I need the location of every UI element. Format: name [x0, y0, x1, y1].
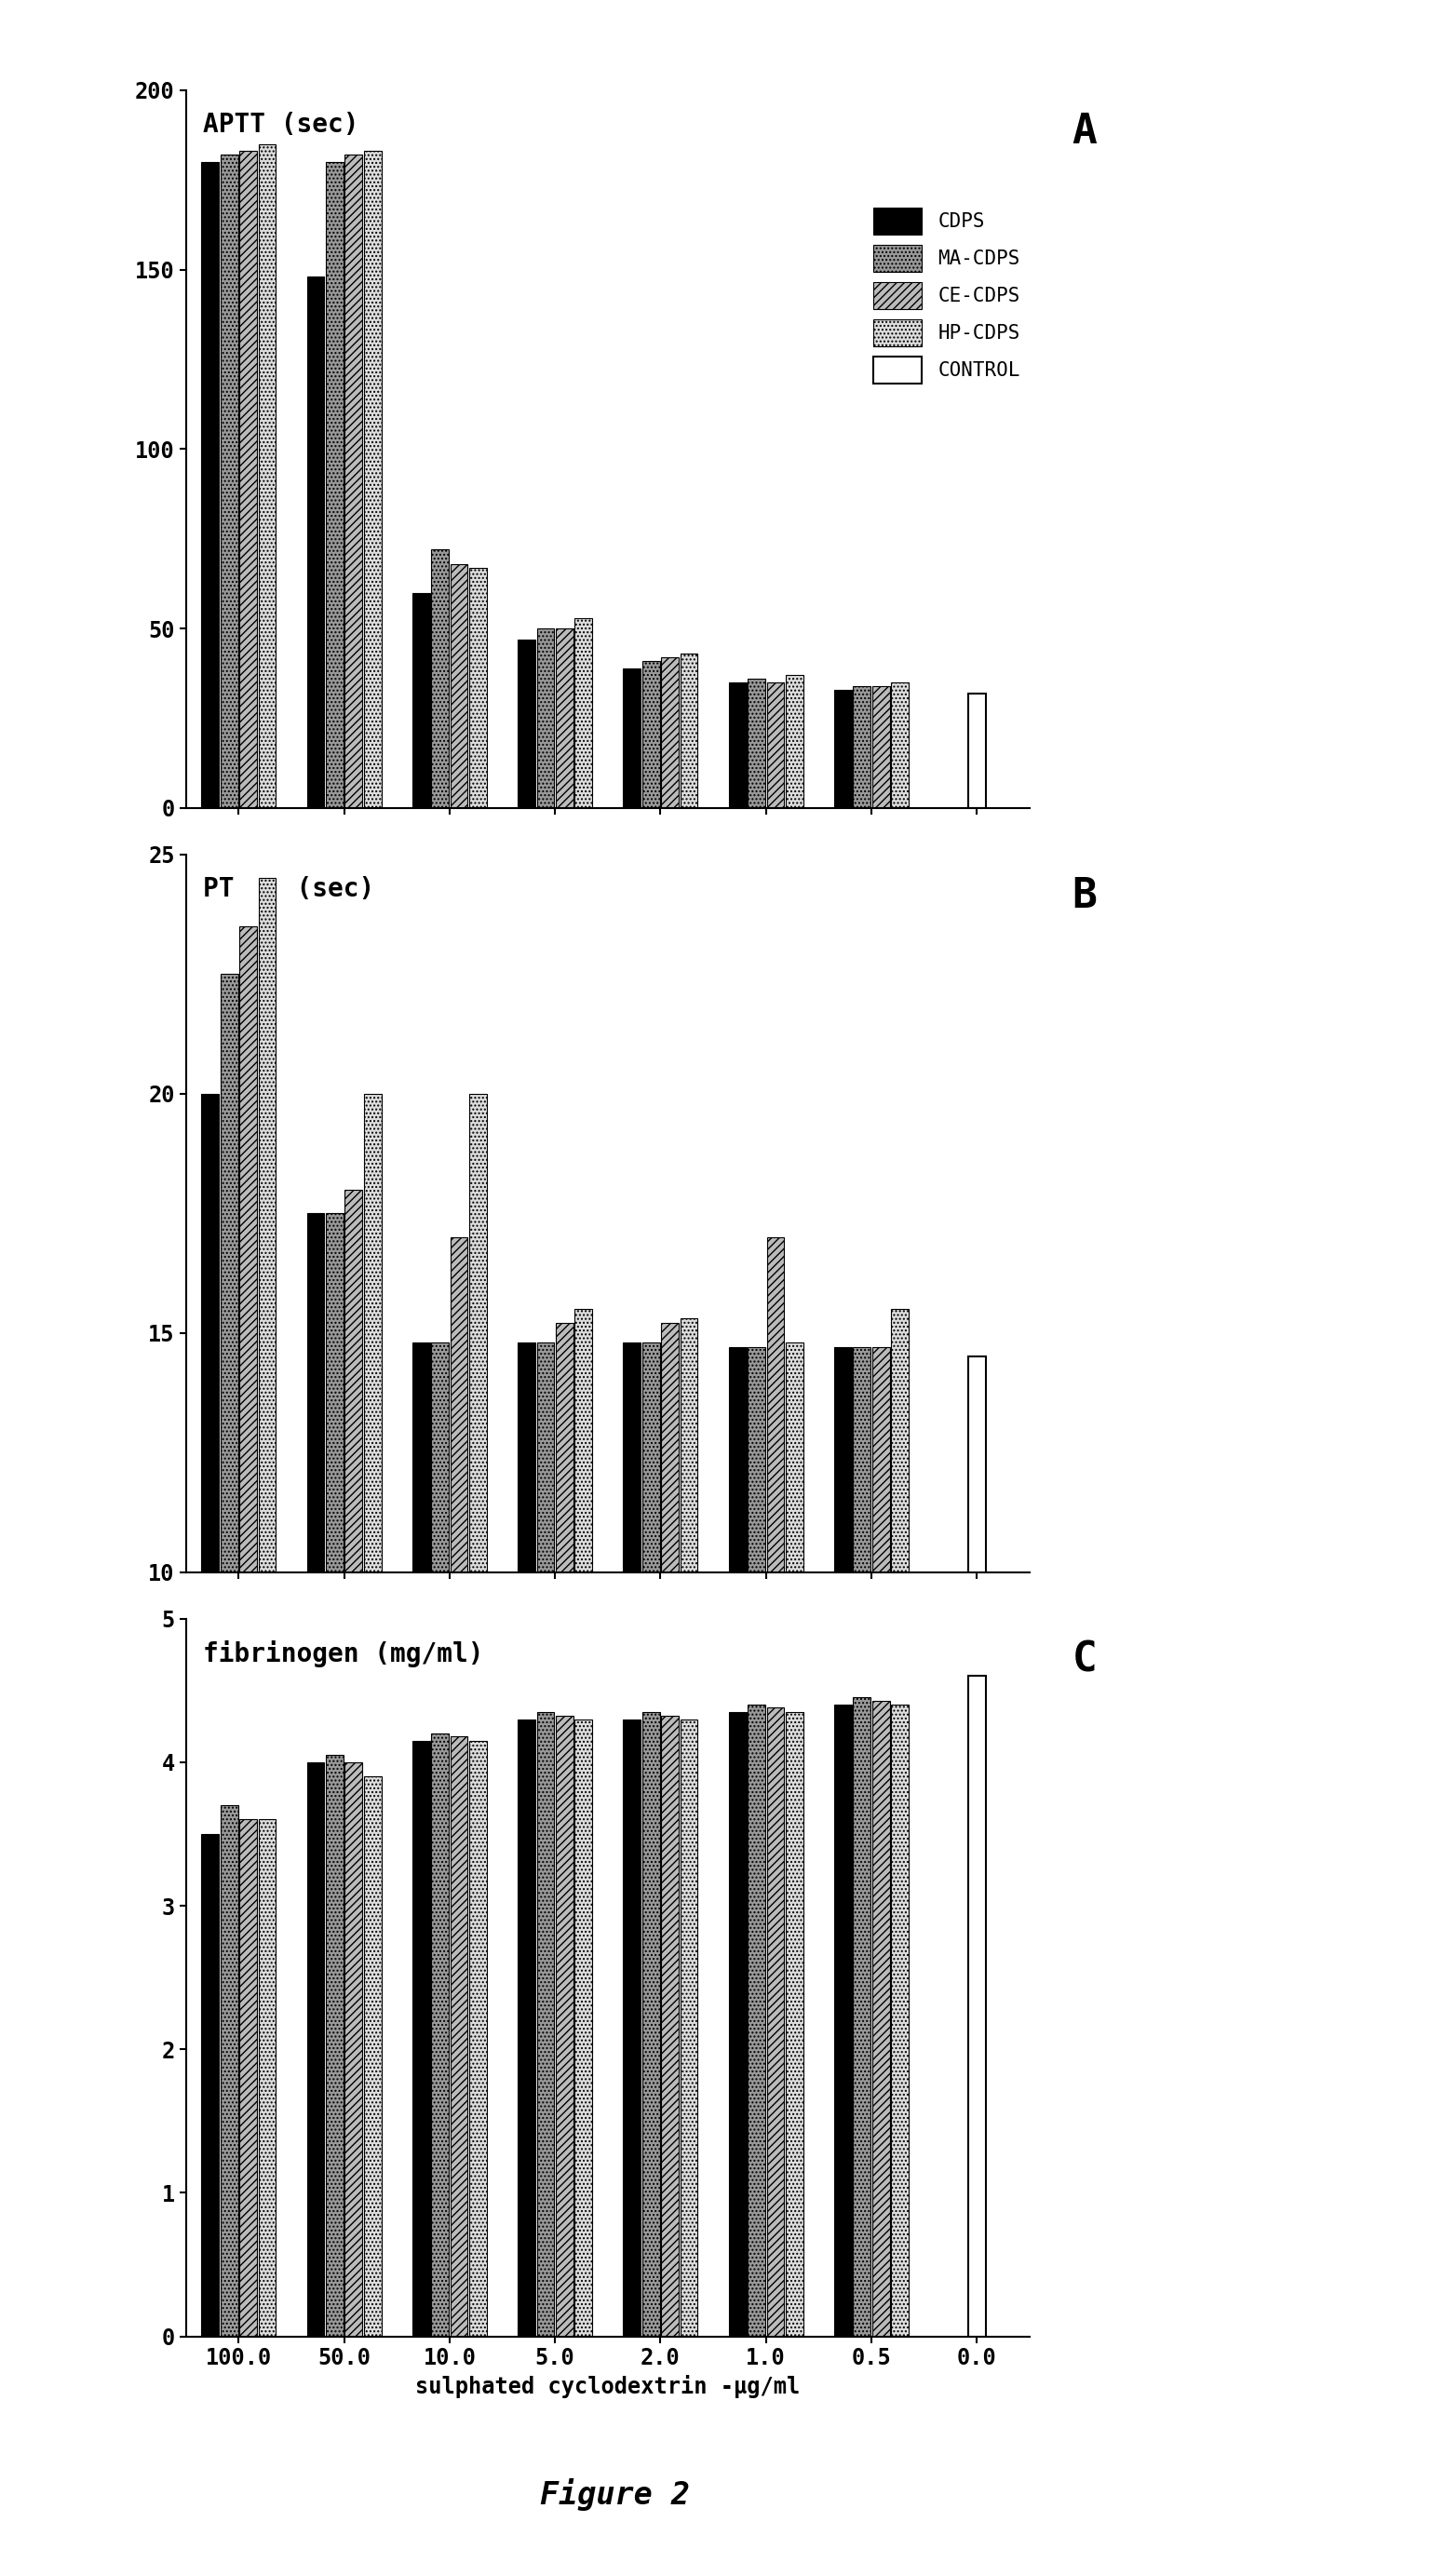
Bar [202, 1095, 219, 2050]
Bar [575, 1718, 592, 2336]
Bar [661, 1716, 679, 2336]
Text: Figure 2: Figure 2 [541, 2478, 689, 2512]
Bar [220, 1806, 237, 2336]
Bar [239, 152, 257, 809]
Bar [239, 1819, 257, 2336]
Bar [891, 1705, 908, 2336]
Bar [891, 683, 908, 809]
Bar [556, 629, 573, 809]
Text: APTT (sec): APTT (sec) [203, 111, 359, 137]
Bar [556, 1324, 573, 2050]
Bar [518, 1342, 535, 2050]
Bar [661, 657, 679, 809]
Bar [536, 629, 555, 809]
Text: fibrinogen (mg/ml): fibrinogen (mg/ml) [203, 1641, 483, 1667]
Bar [766, 1708, 784, 2336]
Bar [681, 1718, 698, 2336]
Bar [729, 683, 746, 809]
Bar [363, 1095, 382, 2050]
Bar [363, 152, 382, 809]
Bar [518, 639, 535, 809]
Bar [326, 162, 343, 809]
Text: PT    (sec): PT (sec) [203, 876, 375, 902]
Bar [785, 1342, 804, 2050]
Bar [872, 1347, 889, 2050]
Bar [661, 1324, 679, 2050]
Bar [729, 1713, 746, 2336]
Bar [681, 654, 698, 809]
Bar [469, 1741, 486, 2336]
Bar [469, 567, 486, 809]
Bar [854, 1347, 871, 2050]
Bar [642, 1713, 659, 2336]
Bar [220, 155, 237, 809]
Bar [432, 1734, 449, 2336]
Text: A: A [1072, 111, 1097, 152]
Bar [345, 155, 362, 809]
Bar [968, 1677, 985, 2336]
Text: C: C [1072, 1641, 1097, 1680]
Bar [834, 1705, 852, 2336]
Bar [834, 1347, 852, 2050]
Bar [518, 1718, 535, 2336]
Bar [681, 1319, 698, 2050]
Bar [326, 1754, 343, 2336]
Bar [536, 1342, 555, 2050]
Bar [326, 1213, 343, 2050]
Bar [412, 592, 430, 809]
Bar [259, 1819, 276, 2336]
Bar [363, 1777, 382, 2336]
Bar [854, 1698, 871, 2336]
Bar [785, 1713, 804, 2336]
Bar [220, 974, 237, 2050]
Bar [259, 878, 276, 2050]
Bar [450, 564, 468, 809]
Bar [968, 1358, 985, 2050]
Bar [432, 1342, 449, 2050]
Bar [239, 927, 257, 2050]
Bar [450, 1736, 468, 2336]
Bar [872, 685, 889, 809]
Bar [642, 662, 659, 809]
Bar [575, 1309, 592, 2050]
Bar [412, 1342, 430, 2050]
Bar [623, 1718, 641, 2336]
Bar [259, 144, 276, 809]
Bar [891, 1309, 908, 2050]
Bar [307, 1762, 325, 2336]
Bar [766, 683, 784, 809]
Bar [202, 1834, 219, 2336]
Bar [623, 667, 641, 809]
Bar [450, 1236, 468, 2050]
Bar [345, 1762, 362, 2336]
Bar [469, 1095, 486, 2050]
Bar [642, 1342, 659, 2050]
Bar [854, 685, 871, 809]
Bar [623, 1342, 641, 2050]
Bar [202, 162, 219, 809]
Bar [412, 1741, 430, 2336]
Bar [729, 1347, 746, 2050]
Bar [785, 675, 804, 809]
Bar [748, 680, 765, 809]
Bar [748, 1705, 765, 2336]
Bar [345, 1190, 362, 2050]
Bar [968, 693, 985, 809]
Bar [834, 690, 852, 809]
Bar [766, 1236, 784, 2050]
Bar [872, 1700, 889, 2336]
X-axis label: sulphated cyclodextrin -μg/ml: sulphated cyclodextrin -μg/ml [415, 2375, 801, 2398]
Bar [536, 1713, 555, 2336]
Bar [748, 1347, 765, 2050]
Bar [307, 276, 325, 809]
Bar [307, 1213, 325, 2050]
Bar [575, 618, 592, 809]
Bar [432, 549, 449, 809]
Legend: CDPS, MA-CDPS, CE-CDPS, HP-CDPS, CONTROL: CDPS, MA-CDPS, CE-CDPS, HP-CDPS, CONTROL [874, 209, 1020, 384]
Bar [556, 1716, 573, 2336]
Text: B: B [1072, 876, 1097, 917]
